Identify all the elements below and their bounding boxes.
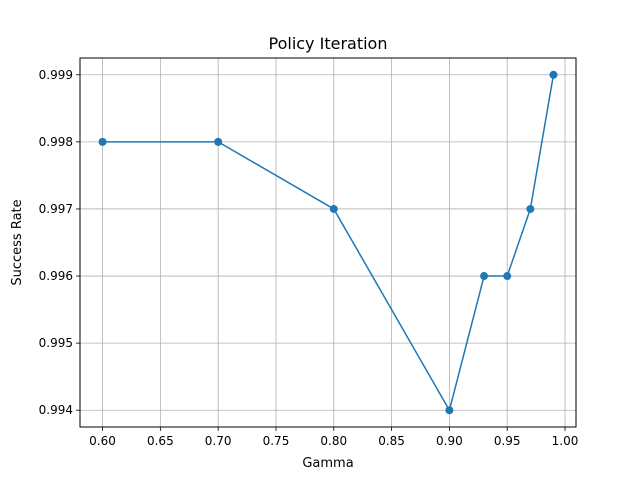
y-tick-label: 0.995: [39, 336, 73, 350]
y-tick-label: 0.998: [39, 135, 73, 149]
x-tick-label: 0.80: [320, 434, 347, 448]
x-tick-label: 0.90: [436, 434, 463, 448]
axes-frame: [79, 57, 577, 428]
x-tick-label: 0.70: [205, 434, 232, 448]
data-point: [98, 137, 107, 146]
y-tick-label: 0.994: [39, 403, 73, 417]
data-point: [445, 406, 454, 415]
data-point: [214, 137, 223, 146]
data-point: [549, 70, 558, 79]
data-point: [329, 204, 338, 213]
y-tick-label: 0.999: [39, 68, 73, 82]
x-tick-label: 0.75: [263, 434, 290, 448]
x-tick-label: 0.65: [147, 434, 174, 448]
x-tick-label: 1.00: [552, 434, 579, 448]
x-axis-ticks: 0.60 0.65 0.70 0.75 0.80 0.85 0.90 0.95 1.00: [89, 427, 578, 448]
data-line: [102, 74, 555, 413]
data-point: [503, 272, 512, 281]
x-axis-title: Gamma: [302, 456, 353, 471]
x-tick-label: 0.85: [378, 434, 405, 448]
series-line: [102, 74, 555, 413]
data-point: [526, 204, 535, 213]
x-tick-label: 0.95: [494, 434, 521, 448]
data-point: [480, 272, 489, 281]
series-markers: [98, 70, 558, 415]
chart-title: Policy Iteration: [269, 34, 388, 53]
x-tick-label: 0.60: [89, 434, 116, 448]
grid: [80, 58, 576, 427]
y-tick-label: 0.997: [39, 202, 73, 216]
y-axis-title: Success Rate: [10, 199, 25, 285]
y-tick-label: 0.996: [39, 269, 73, 283]
y-axis-ticks: 0.994 0.995 0.996 0.997 0.998 0.999: [39, 68, 80, 417]
